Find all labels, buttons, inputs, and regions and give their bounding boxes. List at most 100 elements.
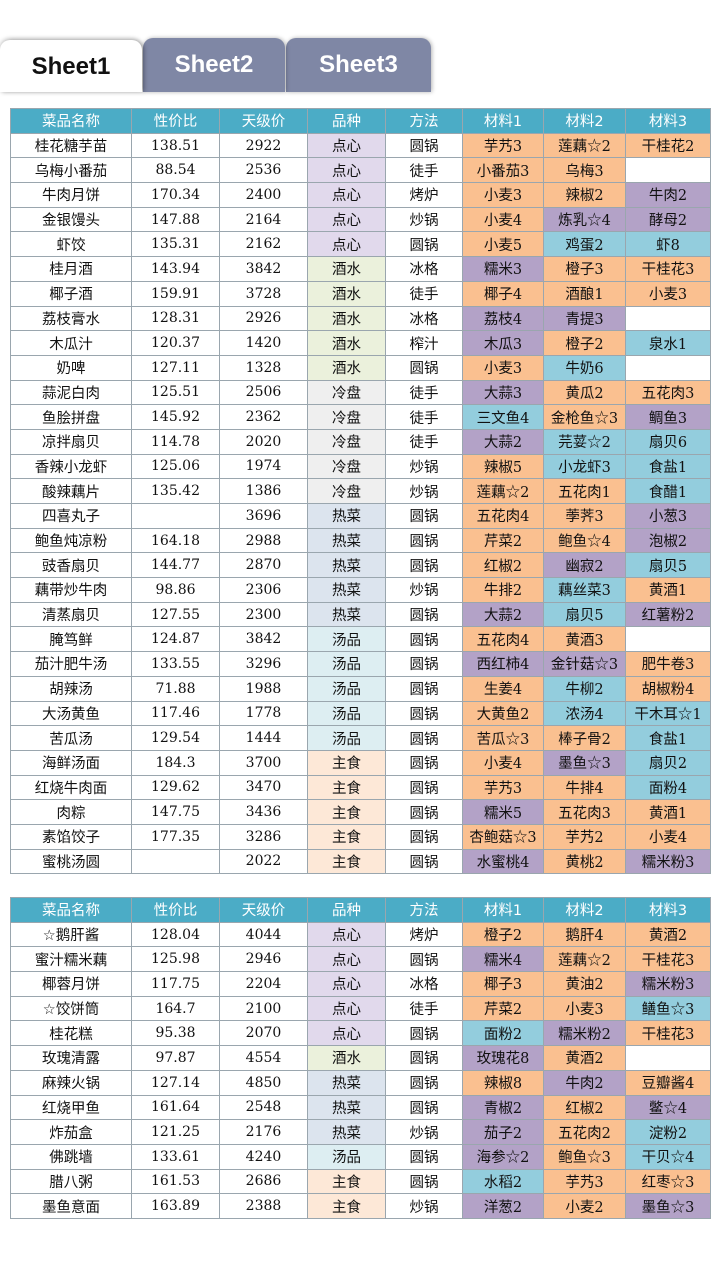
material3-cell[interactable]: 豆瓣酱4 bbox=[625, 1069, 711, 1096]
price-cell[interactable]: 2204 bbox=[219, 971, 308, 997]
material2-cell[interactable]: 牛柳2 bbox=[543, 675, 626, 702]
dish-name-cell[interactable]: 茄汁肥牛汤 bbox=[10, 651, 132, 677]
material3-cell[interactable]: 扇贝2 bbox=[625, 749, 711, 776]
value-ratio-cell[interactable]: 128.31 bbox=[131, 305, 220, 332]
method-cell[interactable]: 圆锅 bbox=[385, 527, 463, 554]
material3-cell[interactable]: 食盐1 bbox=[625, 453, 711, 480]
material1-cell[interactable]: 大黄鱼2 bbox=[462, 700, 544, 727]
material1-cell[interactable]: 红椒2 bbox=[462, 552, 544, 579]
material3-cell[interactable]: 酵母2 bbox=[625, 206, 711, 233]
value-ratio-cell[interactable]: 164.18 bbox=[131, 527, 220, 554]
method-cell[interactable]: 圆锅 bbox=[385, 675, 463, 702]
price-cell[interactable]: 2506 bbox=[219, 379, 308, 406]
category-cell[interactable]: 冷盘 bbox=[307, 453, 386, 480]
material3-cell[interactable]: 黄酒1 bbox=[625, 577, 711, 603]
method-cell[interactable]: 圆锅 bbox=[385, 799, 463, 825]
dish-name-cell[interactable]: 海鲜汤面 bbox=[10, 749, 132, 776]
method-cell[interactable]: 圆锅 bbox=[385, 1168, 463, 1195]
material3-cell[interactable] bbox=[625, 157, 711, 184]
price-cell[interactable]: 2870 bbox=[219, 552, 308, 579]
dish-name-cell[interactable]: 胡辣汤 bbox=[10, 675, 132, 702]
material2-cell[interactable]: 橙子3 bbox=[543, 256, 626, 282]
price-cell[interactable]: 2362 bbox=[219, 404, 308, 430]
material2-cell[interactable]: 小龙虾3 bbox=[543, 453, 626, 480]
category-cell[interactable]: 汤品 bbox=[307, 700, 386, 727]
price-cell[interactable]: 2070 bbox=[219, 1020, 308, 1047]
material1-cell[interactable]: 芹菜2 bbox=[462, 995, 544, 1022]
material3-cell[interactable] bbox=[625, 305, 711, 332]
material2-cell[interactable]: 莲藕☆2 bbox=[543, 946, 626, 973]
method-cell[interactable]: 圆锅 bbox=[385, 774, 463, 801]
price-cell[interactable]: 2926 bbox=[219, 305, 308, 332]
value-ratio-cell[interactable]: 124.87 bbox=[131, 626, 220, 653]
material1-cell[interactable]: 糯米3 bbox=[462, 256, 544, 282]
material3-cell[interactable]: 肥牛卷3 bbox=[625, 651, 711, 677]
material1-cell[interactable]: 五花肉4 bbox=[462, 626, 544, 653]
method-cell[interactable]: 徒手 bbox=[385, 404, 463, 430]
method-cell[interactable]: 圆锅 bbox=[385, 1020, 463, 1047]
material3-cell[interactable]: 食醋1 bbox=[625, 478, 711, 504]
material2-cell[interactable]: 荸荠3 bbox=[543, 503, 626, 529]
price-cell[interactable]: 3470 bbox=[219, 774, 308, 801]
dish-name-cell[interactable]: 腊八粥 bbox=[10, 1168, 132, 1195]
category-cell[interactable]: 汤品 bbox=[307, 675, 386, 702]
material2-cell[interactable]: 五花肉1 bbox=[543, 478, 626, 504]
category-cell[interactable]: 热菜 bbox=[307, 527, 386, 554]
value-ratio-cell[interactable]: 161.53 bbox=[131, 1168, 220, 1195]
method-cell[interactable]: 炒锅 bbox=[385, 1119, 463, 1145]
price-cell[interactable]: 1386 bbox=[219, 478, 308, 504]
material1-cell[interactable]: 莲藕☆2 bbox=[462, 478, 544, 504]
price-cell[interactable]: 2164 bbox=[219, 206, 308, 233]
tab-sheet1[interactable]: Sheet1 bbox=[0, 40, 142, 92]
price-cell[interactable]: 1974 bbox=[219, 453, 308, 480]
dish-name-cell[interactable]: 椰子酒 bbox=[10, 280, 132, 307]
value-ratio-cell[interactable]: 125.06 bbox=[131, 453, 220, 480]
method-cell[interactable]: 圆锅 bbox=[385, 749, 463, 776]
method-cell[interactable]: 圆锅 bbox=[385, 651, 463, 677]
material2-cell[interactable]: 牛排4 bbox=[543, 774, 626, 801]
material2-cell[interactable]: 芋艿2 bbox=[543, 823, 626, 850]
price-cell[interactable]: 2306 bbox=[219, 577, 308, 603]
price-cell[interactable]: 1444 bbox=[219, 725, 308, 751]
category-cell[interactable]: 热菜 bbox=[307, 1119, 386, 1145]
dish-name-cell[interactable]: 肉粽 bbox=[10, 799, 132, 825]
dish-name-cell[interactable]: 四喜丸子 bbox=[10, 503, 132, 529]
value-ratio-cell[interactable]: 121.25 bbox=[131, 1119, 220, 1145]
value-ratio-cell[interactable]: 95.38 bbox=[131, 1020, 220, 1047]
price-cell[interactable]: 1328 bbox=[219, 354, 308, 381]
material3-cell[interactable]: 胡椒粉4 bbox=[625, 675, 711, 702]
price-cell[interactable]: 3696 bbox=[219, 503, 308, 529]
method-cell[interactable]: 冰格 bbox=[385, 971, 463, 997]
category-cell[interactable]: 主食 bbox=[307, 1168, 386, 1195]
dish-name-cell[interactable]: 乌梅小番茄 bbox=[10, 157, 132, 184]
material1-cell[interactable]: 海参☆2 bbox=[462, 1143, 544, 1170]
material2-cell[interactable]: 扇贝5 bbox=[543, 601, 626, 628]
method-cell[interactable]: 圆锅 bbox=[385, 552, 463, 579]
category-cell[interactable]: 冷盘 bbox=[307, 478, 386, 504]
method-cell[interactable]: 圆锅 bbox=[385, 354, 463, 381]
price-cell[interactable]: 4850 bbox=[219, 1069, 308, 1096]
value-ratio-cell[interactable]: 88.54 bbox=[131, 157, 220, 184]
method-cell[interactable]: 圆锅 bbox=[385, 601, 463, 628]
value-ratio-cell[interactable] bbox=[131, 503, 220, 529]
category-cell[interactable]: 点心 bbox=[307, 1020, 386, 1047]
material1-cell[interactable]: 小麦4 bbox=[462, 206, 544, 233]
material1-cell[interactable]: 小麦5 bbox=[462, 231, 544, 258]
material2-cell[interactable]: 牛肉2 bbox=[543, 1069, 626, 1096]
price-cell[interactable]: 2988 bbox=[219, 527, 308, 554]
category-cell[interactable]: 点心 bbox=[307, 157, 386, 184]
value-ratio-cell[interactable]: 129.54 bbox=[131, 725, 220, 751]
value-ratio-cell[interactable]: 98.86 bbox=[131, 577, 220, 603]
value-ratio-cell[interactable]: 144.77 bbox=[131, 552, 220, 579]
value-ratio-cell[interactable]: 145.92 bbox=[131, 404, 220, 430]
method-cell[interactable]: 圆锅 bbox=[385, 231, 463, 258]
material1-cell[interactable]: 椰子3 bbox=[462, 971, 544, 997]
method-cell[interactable]: 圆锅 bbox=[385, 823, 463, 850]
material3-cell[interactable]: 黄酒1 bbox=[625, 799, 711, 825]
material3-cell[interactable]: 五花肉3 bbox=[625, 379, 711, 406]
material3-cell[interactable]: 干桂花2 bbox=[625, 132, 711, 159]
dish-name-cell[interactable]: 清蒸扇贝 bbox=[10, 601, 132, 628]
method-cell[interactable]: 冰格 bbox=[385, 305, 463, 332]
material3-cell[interactable]: 糯米粉3 bbox=[625, 971, 711, 997]
category-cell[interactable]: 酒水 bbox=[307, 256, 386, 282]
